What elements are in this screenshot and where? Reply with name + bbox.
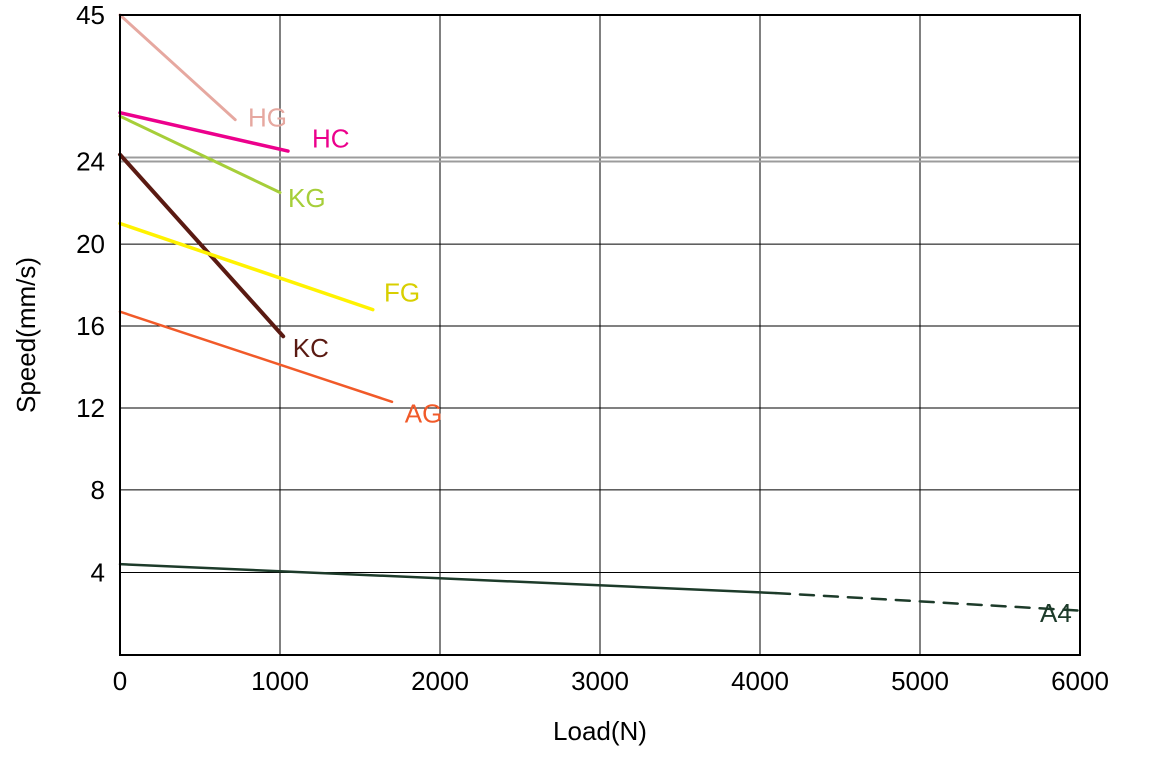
x-tick-label: 6000 — [1051, 666, 1109, 696]
x-tick-label: 3000 — [571, 666, 629, 696]
y-tick-label: 8 — [91, 475, 105, 505]
series-label-HG: HG — [248, 103, 287, 133]
x-tick-label: 1000 — [251, 666, 309, 696]
x-tick-label: 4000 — [731, 666, 789, 696]
y-tick-label: 16 — [76, 311, 105, 341]
y-tick-label: 4 — [91, 557, 105, 587]
series-label-FG: FG — [384, 277, 420, 307]
y-tick-label: 20 — [76, 229, 105, 259]
x-axis-label: Load(N) — [553, 716, 647, 746]
y-tick-label: 45 — [76, 0, 105, 30]
series-AG — [120, 312, 392, 402]
series-HG — [120, 15, 235, 120]
series-label-KG: KG — [288, 183, 326, 213]
series-A4-solid — [120, 564, 776, 593]
y-tick-label: 12 — [76, 393, 105, 423]
chart-container: 0 1000 2000 3000 4000 5000 6000 4 8 12 16 20 24 45 Loa… — [0, 0, 1153, 767]
speed-load-chart: 0 1000 2000 3000 4000 5000 6000 4 8 12 16 20 24 45 Loa… — [0, 0, 1153, 767]
series-label-KC: KC — [293, 333, 329, 363]
series-label-A4: A4 — [1040, 598, 1072, 628]
y-tick-label: 24 — [76, 147, 105, 177]
series-label-HC: HC — [312, 124, 350, 154]
x-tick-label: 5000 — [891, 666, 949, 696]
x-tick-label: 0 — [113, 666, 127, 696]
x-tick-label: 2000 — [411, 666, 469, 696]
y-axis-label: Speed(mm/s) — [11, 257, 41, 413]
series-A4-dashed — [776, 593, 1080, 611]
series-label-AG: AG — [405, 398, 443, 428]
